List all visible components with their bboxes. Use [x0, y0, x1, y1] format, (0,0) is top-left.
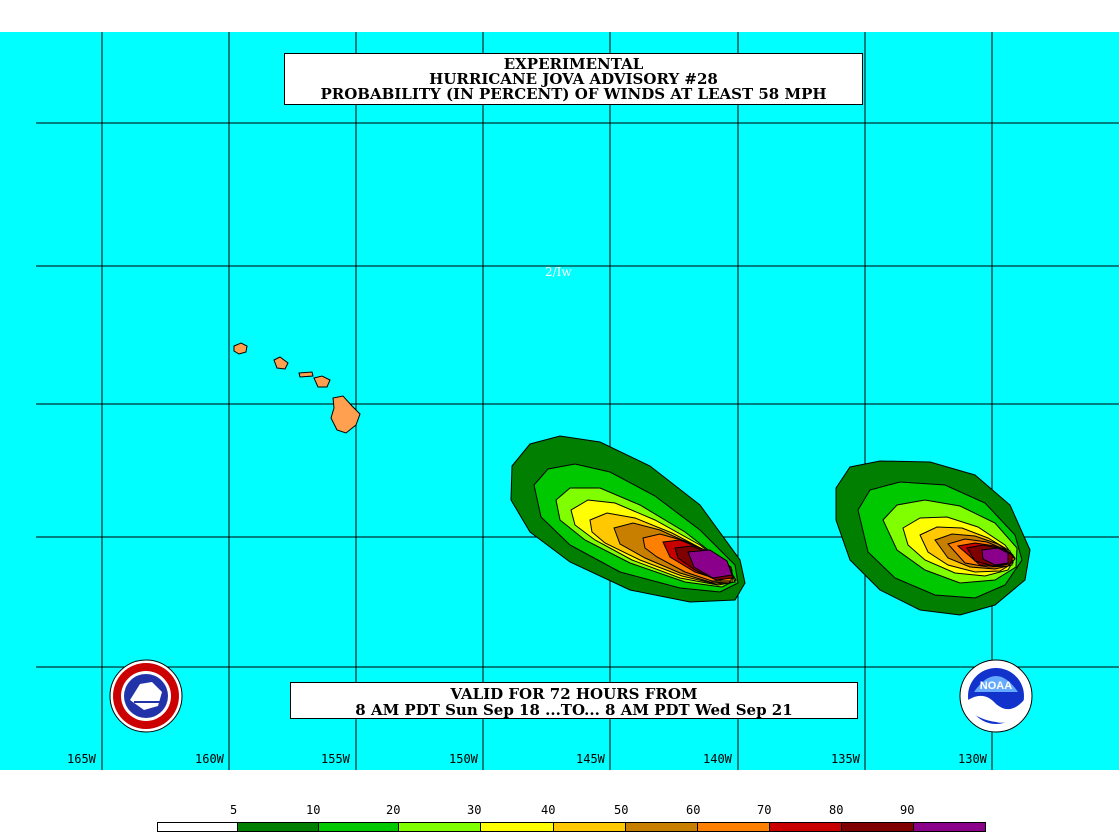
lon-label-135w: 135W: [831, 752, 860, 766]
legend-label-80: 80: [829, 803, 844, 817]
legend-label-10: 10: [306, 803, 321, 817]
graticule: [36, 32, 1119, 770]
legend-label-50: 50: [614, 803, 629, 817]
map-annotation: 2/Iw: [545, 265, 572, 279]
contour-90: [687, 549, 733, 579]
contour-90: [981, 547, 1009, 566]
legend-label-30: 30: [467, 803, 482, 817]
title-line-2: HURRICANE JOVA ADVISORY #28: [429, 70, 718, 88]
legend-swatch-8: [769, 822, 842, 832]
island-kauai: [233, 342, 248, 355]
hawaii-islands: [233, 342, 361, 434]
lon-label-130w: 130W: [958, 752, 987, 766]
island-molokai: [298, 371, 314, 378]
lon-label-145w: 145W: [576, 752, 605, 766]
valid-period-box: VALID FOR 72 HOURS FROM 8 AM PDT Sun Sep…: [290, 682, 858, 719]
legend-swatch-3: [398, 822, 481, 832]
legend-label-5: 5: [230, 803, 238, 817]
title-line-3: PROBABILITY (IN PERCENT) OF WINDS AT LEA…: [320, 85, 827, 103]
island-hawaii: [330, 395, 361, 434]
lon-label-140w: 140W: [703, 752, 732, 766]
legend-label-40: 40: [541, 803, 556, 817]
island-maui: [313, 375, 331, 388]
legend-swatch-4: [480, 822, 554, 832]
legend-swatch-0: [157, 822, 238, 832]
legend-swatch-1: [237, 822, 319, 832]
lon-label-150w: 150W: [449, 752, 478, 766]
lon-label-155w: 155W: [321, 752, 350, 766]
legend-swatch-7: [697, 822, 770, 832]
legend-swatch-9: [841, 822, 914, 832]
map-canvas: NOAA: [36, 32, 1119, 770]
legend-label-60: 60: [686, 803, 701, 817]
island-oahu: [273, 356, 289, 370]
valid-line-2: 8 AM PDT Sun Sep 18 ...TO... 8 AM PDT We…: [355, 701, 793, 719]
valid-line-1: VALID FOR 72 HOURS FROM: [450, 685, 698, 703]
legend-label-20: 20: [386, 803, 401, 817]
map-area: NOAA 2/Iw: [0, 32, 1119, 770]
noaa-logo-text: NOAA: [980, 680, 1012, 692]
nws-logo: [109, 659, 183, 733]
legend-swatch-6: [625, 822, 698, 832]
legend-swatch-5: [553, 822, 626, 832]
legend-swatch-10: [913, 822, 986, 832]
noaa-logo: NOAA: [959, 659, 1033, 733]
probability-swath-west: [510, 435, 746, 603]
legend-swatch-2: [318, 822, 399, 832]
title-box: EXPERIMENTAL HURRICANE JOVA ADVISORY #28…: [284, 53, 863, 105]
probability-swath-east: [835, 460, 1031, 616]
lon-label-165w: 165W: [67, 752, 96, 766]
title-line-1: EXPERIMENTAL: [503, 55, 644, 73]
legend-label-90: 90: [900, 803, 915, 817]
legend-label-70: 70: [757, 803, 772, 817]
lon-label-160w: 160W: [195, 752, 224, 766]
